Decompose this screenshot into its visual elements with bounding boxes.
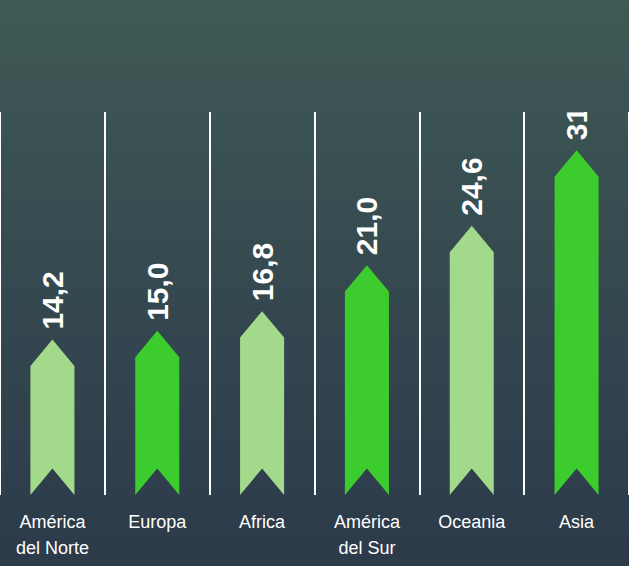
svg-text:del Sur: del Sur: [338, 538, 395, 558]
svg-text:Asia: Asia: [559, 512, 595, 532]
svg-text:América: América: [334, 512, 401, 532]
svg-text:16,8: 16,8: [246, 243, 279, 301]
svg-text:31,5%: 31,5%: [560, 55, 593, 140]
svg-text:América: América: [19, 512, 86, 532]
svg-text:Africa: Africa: [239, 512, 286, 532]
svg-text:Europa: Europa: [128, 512, 187, 532]
svg-text:21,0: 21,0: [350, 197, 383, 255]
svg-text:del Norte: del Norte: [16, 538, 89, 558]
svg-text:24,6: 24,6: [455, 157, 488, 215]
svg-text:14,2: 14,2: [36, 271, 69, 329]
svg-text:Oceania: Oceania: [438, 512, 506, 532]
svg-text:15,0: 15,0: [141, 262, 174, 320]
